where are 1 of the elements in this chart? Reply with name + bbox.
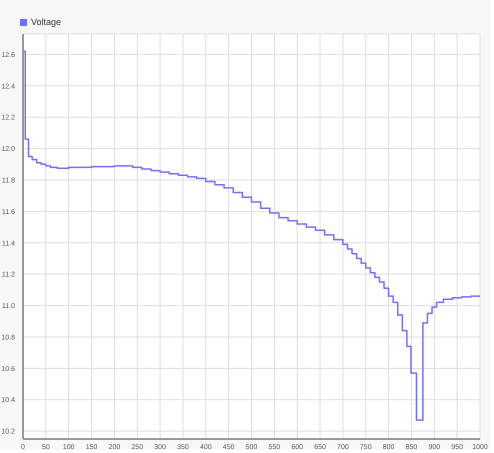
legend-label: Voltage: [31, 17, 62, 27]
